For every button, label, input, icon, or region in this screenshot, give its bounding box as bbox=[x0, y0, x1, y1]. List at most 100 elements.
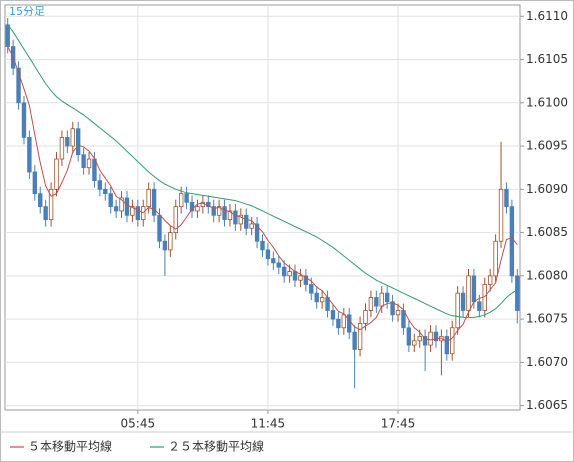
candle-body bbox=[151, 188, 157, 216]
candle-body bbox=[38, 193, 43, 208]
candle-body bbox=[146, 188, 151, 208]
candle-body bbox=[222, 206, 227, 221]
candle-body bbox=[168, 232, 173, 251]
candle-body bbox=[417, 336, 422, 342]
x-tick-label: 05:45 bbox=[121, 417, 156, 431]
candle-body bbox=[319, 297, 325, 303]
candle-body bbox=[330, 310, 336, 320]
candle-body bbox=[70, 128, 75, 147]
candle-body bbox=[92, 158, 97, 182]
y-tick-label: 1.6085 bbox=[526, 225, 568, 239]
candle-body bbox=[249, 223, 254, 229]
candle-body bbox=[157, 214, 162, 242]
legend-label: ２５本移動平均線 bbox=[168, 439, 264, 454]
candle-body bbox=[422, 336, 428, 346]
candle-body bbox=[86, 158, 92, 169]
legend-label: ５本移動平均線 bbox=[28, 439, 112, 454]
candle-body bbox=[271, 258, 276, 264]
candle-body bbox=[281, 266, 287, 277]
candle-body bbox=[162, 240, 168, 251]
candle-body bbox=[227, 210, 233, 221]
candle-body bbox=[466, 275, 471, 311]
candle-body bbox=[108, 193, 113, 208]
candle-body bbox=[43, 206, 48, 221]
candle-body bbox=[379, 292, 384, 307]
candle-body bbox=[368, 297, 374, 311]
candle-body bbox=[412, 340, 417, 346]
candle-body bbox=[384, 292, 390, 303]
candle-body bbox=[433, 331, 439, 342]
candle-body bbox=[450, 327, 455, 355]
candle-body bbox=[487, 275, 493, 285]
candle-body bbox=[314, 292, 319, 303]
y-tick-label: 1.6090 bbox=[526, 182, 568, 196]
candle-body bbox=[135, 206, 141, 221]
candle-body bbox=[178, 193, 184, 208]
candle-body bbox=[244, 214, 249, 229]
candle-body bbox=[352, 331, 357, 350]
candle-body bbox=[347, 314, 352, 333]
candle-body bbox=[493, 240, 498, 277]
candle-body bbox=[254, 223, 260, 242]
candle-body bbox=[260, 240, 265, 251]
candle-body bbox=[103, 188, 108, 195]
candle-body bbox=[444, 336, 450, 355]
ma-line bbox=[7, 24, 518, 318]
candle-body bbox=[195, 206, 200, 212]
candle-body bbox=[504, 188, 509, 208]
candle-body bbox=[97, 180, 103, 190]
y-tick-label: 1.6080 bbox=[526, 268, 568, 282]
candle-body bbox=[211, 206, 216, 216]
candle-body bbox=[341, 314, 347, 329]
y-tick-label: 1.6065 bbox=[526, 398, 568, 412]
x-tick-label: 11:45 bbox=[251, 417, 286, 431]
candle-body bbox=[287, 271, 292, 277]
candle-body bbox=[5, 24, 10, 47]
y-tick-label: 1.6110 bbox=[526, 9, 568, 23]
candle-body bbox=[395, 310, 401, 316]
candle-body bbox=[515, 275, 520, 311]
y-tick-label: 1.6075 bbox=[526, 312, 568, 326]
candle-body bbox=[455, 292, 460, 329]
plot-area bbox=[4, 4, 521, 411]
candle-body bbox=[184, 193, 189, 203]
y-tick-label: 1.6105 bbox=[526, 52, 568, 66]
candle-body bbox=[238, 214, 244, 225]
candle-body bbox=[298, 275, 303, 281]
candle-body bbox=[113, 206, 119, 212]
candle-body bbox=[471, 275, 477, 303]
candle-body bbox=[509, 206, 515, 277]
candle-body bbox=[119, 197, 124, 212]
candle-body bbox=[460, 292, 466, 311]
candle-body bbox=[130, 206, 135, 216]
candle-body bbox=[428, 331, 433, 346]
candle-body bbox=[189, 201, 195, 212]
candle-body bbox=[363, 310, 368, 324]
candle-body bbox=[54, 158, 59, 190]
candle-body bbox=[216, 206, 222, 216]
candle-body bbox=[276, 262, 281, 268]
candle-body bbox=[59, 137, 65, 160]
candle-body bbox=[27, 137, 32, 173]
candle-body bbox=[357, 323, 363, 350]
candle-body bbox=[81, 154, 86, 169]
candle-body bbox=[406, 327, 412, 346]
chart-title: 15分足 bbox=[9, 5, 45, 18]
ma-line bbox=[7, 46, 518, 343]
y-tick-label: 1.6095 bbox=[526, 139, 568, 153]
candle-body bbox=[233, 210, 238, 225]
candle-body bbox=[265, 249, 271, 259]
candle-body bbox=[292, 271, 298, 281]
candle-body bbox=[65, 137, 70, 147]
candle-body bbox=[124, 197, 130, 216]
candle-body bbox=[32, 171, 38, 195]
y-tick-label: 1.6070 bbox=[526, 355, 568, 369]
candle-body bbox=[498, 188, 504, 242]
candle-body bbox=[75, 128, 81, 156]
x-tick-label: 17:45 bbox=[381, 417, 416, 431]
candle-body bbox=[173, 206, 178, 233]
candle-body bbox=[477, 301, 482, 311]
